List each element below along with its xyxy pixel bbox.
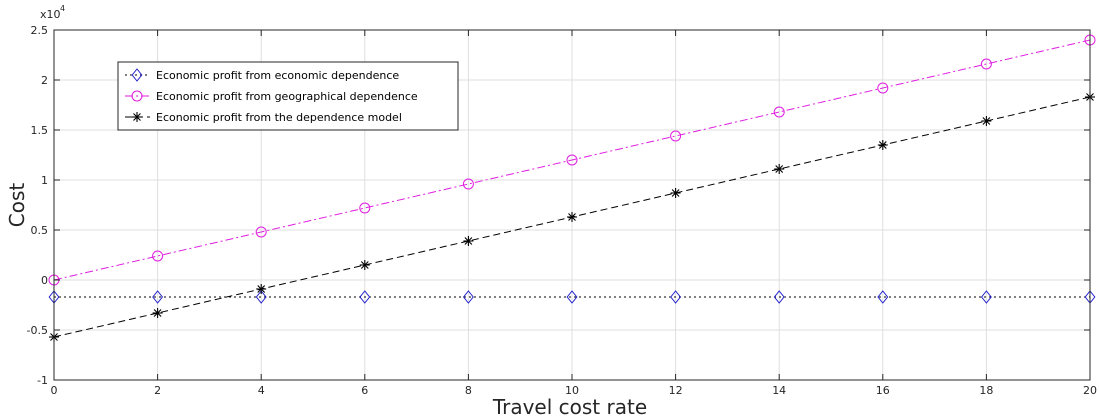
series-2-point bbox=[152, 250, 164, 262]
x-tick-label: 12 bbox=[669, 384, 683, 397]
y-tick-label: 0.5 bbox=[31, 224, 49, 237]
x-tick-label: 0 bbox=[51, 384, 58, 397]
x-tick-label: 10 bbox=[565, 384, 579, 397]
y-exponent-power: 4 bbox=[60, 4, 65, 13]
series-1-point bbox=[359, 290, 371, 304]
x-tick-label: 4 bbox=[258, 384, 265, 397]
series-1-point bbox=[566, 290, 578, 304]
series-2-point bbox=[773, 106, 785, 118]
asterisk-stroke bbox=[360, 261, 369, 269]
series-1-point bbox=[462, 290, 474, 304]
series-3-point bbox=[359, 260, 370, 270]
y-axis-label: Cost bbox=[5, 183, 29, 228]
y-exponent-label: x10 bbox=[40, 8, 61, 21]
asterisk-stroke bbox=[464, 237, 473, 245]
asterisk-stroke bbox=[982, 117, 991, 125]
axis-ticks: 0 2 4 6 8 10 12 14 16 18 20 -1 -0.5 0 0.5 1 1.5 2 2.5 bbox=[27, 24, 1097, 397]
series-2-point bbox=[462, 178, 474, 190]
legend: Economic profit from economic dependence… bbox=[117, 61, 459, 131]
asterisk-stroke bbox=[153, 309, 162, 317]
series-1-point bbox=[773, 290, 785, 304]
series-2-point bbox=[980, 58, 992, 70]
asterisk-stroke bbox=[775, 165, 784, 173]
y-tick-label: 1 bbox=[41, 174, 48, 187]
asterisk-stroke bbox=[878, 141, 887, 149]
plot-series bbox=[48, 34, 1096, 342]
series-3-point bbox=[981, 116, 992, 126]
y-tick-label: 0 bbox=[41, 274, 48, 287]
asterisk-stroke bbox=[133, 113, 141, 121]
x-axis-label: Travel cost rate bbox=[492, 395, 647, 417]
x-tick-label: 6 bbox=[361, 384, 368, 397]
series-1-point bbox=[877, 290, 889, 304]
y-tick-label: 2 bbox=[41, 74, 48, 87]
x-tick-label: 14 bbox=[772, 384, 786, 397]
asterisk-stroke bbox=[257, 285, 266, 293]
series-2-point bbox=[877, 82, 889, 94]
y-tick-label: 2.5 bbox=[31, 24, 49, 37]
asterisk-stroke bbox=[568, 213, 576, 221]
legend-marker bbox=[132, 112, 142, 122]
series-3-point bbox=[670, 188, 681, 198]
legend-box bbox=[117, 61, 459, 131]
legend-label: Economic profit from geographical depend… bbox=[156, 90, 418, 103]
series-3-point bbox=[152, 308, 163, 318]
legend-label: Economic profit from economic dependence bbox=[156, 69, 399, 82]
series-1-point bbox=[670, 290, 682, 304]
x-tick-label: 8 bbox=[465, 384, 472, 397]
x-tick-label: 20 bbox=[1083, 384, 1097, 397]
series-3-point bbox=[774, 164, 785, 174]
x-tick-label: 2 bbox=[154, 384, 161, 397]
legend-label: Economic profit from the dependence mode… bbox=[156, 111, 402, 124]
series-1-point bbox=[152, 290, 164, 304]
asterisk-stroke bbox=[671, 189, 680, 197]
x-tick-label: 18 bbox=[979, 384, 993, 397]
series-3-point bbox=[256, 284, 267, 294]
series-3-point bbox=[567, 212, 577, 222]
series-1-point bbox=[980, 290, 992, 304]
series-2-point bbox=[670, 130, 682, 142]
y-tick-label: 1.5 bbox=[31, 124, 49, 137]
series-2-point bbox=[255, 226, 267, 238]
legend-marker bbox=[131, 90, 143, 102]
series-2-line bbox=[53, 39, 1091, 281]
series-3-point bbox=[463, 236, 474, 246]
series-2-point bbox=[359, 202, 371, 214]
y-tick-label: -0.5 bbox=[27, 324, 48, 337]
x-tick-label: 16 bbox=[876, 384, 890, 397]
y-tick-label: -1 bbox=[37, 374, 48, 387]
series-2-point bbox=[566, 154, 578, 166]
series-1-point bbox=[255, 290, 267, 304]
series-3-point bbox=[877, 140, 888, 150]
legend-marker bbox=[131, 68, 143, 82]
